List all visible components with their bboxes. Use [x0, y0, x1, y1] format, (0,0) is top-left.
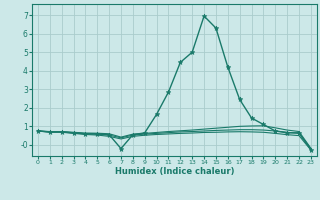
- X-axis label: Humidex (Indice chaleur): Humidex (Indice chaleur): [115, 167, 234, 176]
